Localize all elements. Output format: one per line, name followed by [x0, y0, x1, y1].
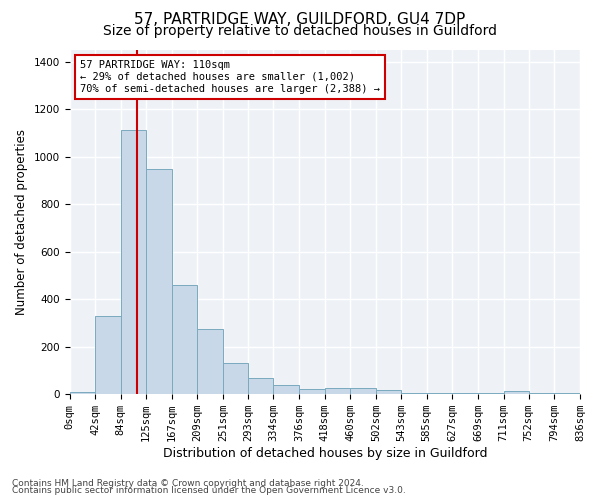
Text: Size of property relative to detached houses in Guildford: Size of property relative to detached ho… — [103, 24, 497, 38]
Bar — [223, 364, 248, 394]
Bar — [197, 329, 223, 394]
Bar — [121, 130, 146, 394]
Bar — [274, 384, 299, 394]
Bar — [299, 389, 325, 394]
Bar — [376, 390, 401, 394]
Bar — [95, 316, 121, 394]
Bar — [70, 392, 95, 394]
Bar — [350, 388, 376, 394]
Y-axis label: Number of detached properties: Number of detached properties — [15, 129, 28, 315]
Bar — [172, 285, 197, 394]
X-axis label: Distribution of detached houses by size in Guildford: Distribution of detached houses by size … — [163, 447, 487, 460]
Text: Contains HM Land Registry data © Crown copyright and database right 2024.: Contains HM Land Registry data © Crown c… — [12, 478, 364, 488]
Bar — [248, 378, 274, 394]
Bar — [146, 168, 172, 394]
Text: 57 PARTRIDGE WAY: 110sqm
← 29% of detached houses are smaller (1,002)
70% of sem: 57 PARTRIDGE WAY: 110sqm ← 29% of detach… — [80, 60, 380, 94]
Bar — [503, 392, 529, 394]
Bar — [325, 388, 350, 394]
Text: 57, PARTRIDGE WAY, GUILDFORD, GU4 7DP: 57, PARTRIDGE WAY, GUILDFORD, GU4 7DP — [134, 12, 466, 28]
Text: Contains public sector information licensed under the Open Government Licence v3: Contains public sector information licen… — [12, 486, 406, 495]
